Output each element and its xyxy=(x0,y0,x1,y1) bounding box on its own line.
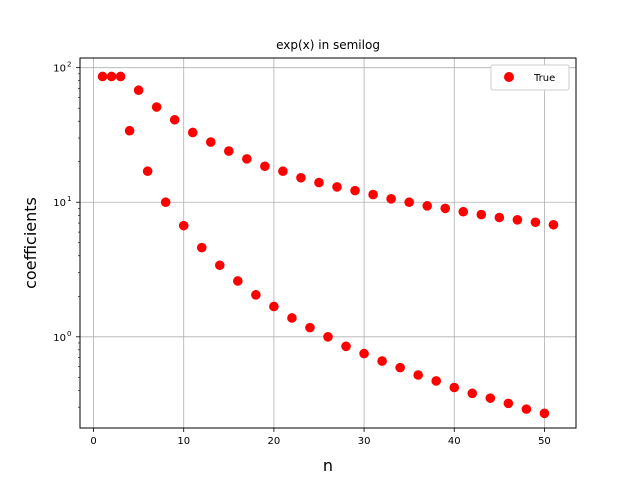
data-point xyxy=(169,114,180,125)
data-point xyxy=(512,215,523,225)
data-point xyxy=(115,71,126,82)
data-point xyxy=(305,322,315,333)
legend: True xyxy=(490,64,570,91)
data-point xyxy=(106,71,117,82)
y-tick-exponent: 1 xyxy=(67,195,71,203)
data-points xyxy=(97,71,559,419)
legend-marker xyxy=(504,72,514,82)
data-point xyxy=(233,276,243,286)
data-point xyxy=(494,212,505,223)
x-tick-label: 20 xyxy=(268,436,281,447)
x-axis-label: n xyxy=(323,456,333,475)
data-point xyxy=(368,189,378,200)
data-point xyxy=(404,197,414,208)
data-point xyxy=(314,177,324,188)
data-point xyxy=(251,290,261,300)
data-point xyxy=(386,194,396,204)
data-point xyxy=(341,341,351,352)
data-point xyxy=(278,166,288,177)
data-point xyxy=(350,185,360,196)
y-axis-label: coefficients xyxy=(21,197,40,289)
legend-box xyxy=(490,64,570,91)
x-tick-label: 40 xyxy=(448,436,461,447)
data-point xyxy=(260,161,270,172)
data-point xyxy=(214,260,225,271)
data-point xyxy=(287,313,297,323)
data-point xyxy=(269,301,279,312)
data-point xyxy=(395,362,405,373)
data-point xyxy=(224,146,234,156)
data-point xyxy=(142,166,153,177)
data-point xyxy=(449,382,460,393)
x-axis-ticks: 0 10 20 30 40 50 xyxy=(90,428,551,447)
data-point xyxy=(458,206,469,217)
y-tick-exponent: 0 xyxy=(67,330,71,338)
data-point xyxy=(323,331,333,342)
data-point xyxy=(467,388,478,399)
x-tick-label: 0 xyxy=(90,436,96,447)
x-tick-label: 10 xyxy=(177,436,190,447)
data-point xyxy=(124,125,135,136)
data-point xyxy=(539,408,550,419)
legend-label: True xyxy=(533,73,555,84)
data-point xyxy=(151,102,162,112)
y-tick-label: 10 xyxy=(53,64,66,75)
data-point xyxy=(548,219,559,230)
data-point xyxy=(332,182,342,192)
data-point xyxy=(440,203,451,214)
x-tick-label: 50 xyxy=(538,436,551,447)
data-point xyxy=(485,393,496,403)
data-point xyxy=(521,404,532,414)
data-point xyxy=(242,154,252,164)
data-point xyxy=(422,201,433,211)
data-point xyxy=(413,370,423,380)
y-tick-label: 10 xyxy=(53,198,66,209)
x-tick-label: 30 xyxy=(358,436,371,447)
data-point xyxy=(503,398,514,409)
data-point xyxy=(530,217,541,228)
data-point xyxy=(431,376,442,386)
chart-title: exp(x) in semilog xyxy=(276,38,380,52)
y-tick-label: 10 xyxy=(53,333,66,344)
data-point xyxy=(160,197,171,208)
data-point xyxy=(377,356,387,366)
data-point xyxy=(133,85,144,96)
data-point xyxy=(196,242,207,253)
data-point xyxy=(205,137,216,147)
data-point xyxy=(178,220,189,231)
data-point xyxy=(97,71,108,82)
data-point xyxy=(476,209,487,220)
data-point xyxy=(359,348,369,359)
y-tick-exponent: 2 xyxy=(67,61,71,69)
data-point xyxy=(296,172,306,183)
data-point xyxy=(187,127,198,138)
